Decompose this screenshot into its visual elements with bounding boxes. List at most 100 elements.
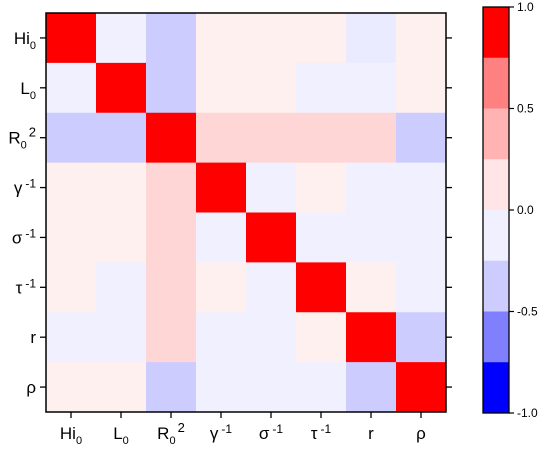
heatmap-cell-1-0: [46, 62, 97, 114]
y-tick-label-4-base: σ: [12, 228, 23, 247]
heatmap-cell-4-2: [146, 212, 197, 263]
heatmap-cell-0-7: [396, 13, 447, 64]
heatmap-cell-6-3: [196, 312, 247, 363]
heatmap-cell-7-1: [96, 362, 147, 413]
colorbar-tick-label-4: -1.0: [517, 406, 538, 420]
colorbar-tick-label-2: 0.0: [517, 203, 534, 217]
heatmap-cell-6-7: [396, 312, 447, 363]
heatmap-cell-5-4: [246, 262, 297, 313]
heatmap-cell-3-2: [146, 162, 197, 213]
colorbar-bin-7: [483, 362, 509, 414]
x-tick-label-2-superscript: 2: [178, 420, 185, 435]
colorbar-bin-0: [483, 7, 509, 59]
colorbar-tick-label-0: 1.0: [517, 0, 534, 14]
heatmap-cells: [46, 13, 447, 413]
heatmap-cell-6-1: [96, 312, 147, 363]
x-axis-tick-labels: Hi0 L0 R02 γ -1 σ -1 τ -1 r ρ: [60, 420, 426, 447]
y-tick-label-5: τ -1: [16, 276, 37, 297]
x-tick-label-1-base: L: [113, 424, 122, 443]
heatmap-cell-1-4: [246, 62, 297, 114]
x-tick-label-3-superscript: -1: [221, 422, 232, 436]
heatmap-cell-2-4: [246, 112, 297, 164]
colorbar-bin-3: [483, 159, 509, 211]
y-tick-label-7-base: ρ: [26, 378, 36, 397]
y-tick-label-0-subscript: 0: [30, 40, 36, 52]
heatmap-cell-3-4: [246, 162, 297, 213]
heatmap-cell-7-7: [396, 362, 447, 413]
heatmap-cell-1-3: [196, 62, 247, 114]
heatmap-cell-1-7: [396, 62, 447, 114]
heatmap-cell-4-4: [246, 212, 297, 263]
y-tick-label-4-superscript: -1: [25, 226, 36, 240]
x-tick-label-0-subscript: 0: [76, 435, 82, 447]
x-tick-label-7-base: ρ: [416, 424, 426, 443]
heatmap-cell-4-1: [96, 212, 147, 263]
heatmap-cell-4-5: [296, 212, 347, 263]
heatmap-cell-1-2: [146, 62, 197, 114]
y-tick-label-2-base: R: [8, 129, 20, 148]
heatmap-cell-3-6: [346, 162, 397, 213]
heatmap-cell-0-0: [46, 13, 97, 64]
x-tick-label-1-subscript: 0: [123, 435, 129, 447]
heatmap-cell-5-3: [196, 262, 247, 313]
colorbar-bin-6: [483, 311, 509, 363]
y-tick-label-0-base: Hi: [14, 29, 30, 48]
heatmap-cell-1-6: [346, 62, 397, 114]
y-tick-label-4: σ -1: [12, 226, 36, 247]
x-tick-label-1: L0: [113, 424, 129, 447]
colorbar-tick-label-3: -0.5: [517, 305, 538, 319]
heatmap-cell-3-5: [296, 162, 347, 213]
heatmap-cell-2-2: [146, 112, 197, 164]
y-tick-label-7: ρ: [26, 378, 36, 397]
y-tick-label-5-superscript: -1: [25, 276, 36, 290]
heatmap-cell-3-3: [196, 162, 247, 213]
x-tick-label-4-base: σ: [259, 424, 270, 443]
heatmap-cell-5-5: [296, 262, 347, 313]
heatmap-cell-2-1: [96, 112, 147, 164]
heatmap-cell-3-7: [396, 162, 447, 213]
heatmap-cell-0-2: [146, 13, 197, 64]
x-tick-label-6: r: [368, 424, 374, 443]
heatmap-cell-2-6: [346, 112, 397, 164]
x-tick-label-4-superscript: -1: [272, 422, 283, 436]
y-tick-label-1-subscript: 0: [30, 90, 36, 102]
heatmap-cell-7-3: [196, 362, 247, 413]
heatmap-cell-2-7: [396, 112, 447, 164]
heatmap-cell-0-5: [296, 13, 347, 64]
x-tick-label-5-base: τ: [311, 424, 318, 443]
heatmap-cell-6-0: [46, 312, 97, 363]
heatmap-cell-7-4: [246, 362, 297, 413]
heatmap-cell-7-2: [146, 362, 197, 413]
heatmap-cell-5-2: [146, 262, 197, 313]
x-tick-label-2: R02: [157, 420, 185, 447]
x-tick-label-2-subscript: 0: [169, 435, 175, 447]
x-tick-label-5-superscript: -1: [321, 422, 332, 436]
heatmap-cell-1-1: [96, 62, 147, 114]
heatmap-cell-0-6: [346, 13, 397, 64]
x-tick-label-3: γ -1: [210, 422, 232, 443]
colorbar-bin-4: [483, 210, 509, 262]
heatmap-cell-6-2: [146, 312, 197, 363]
x-tick-label-0-base: Hi: [60, 424, 76, 443]
x-tick-label-3-base: γ: [210, 424, 219, 443]
heatmap-cell-6-6: [346, 312, 397, 363]
y-tick-label-2: R02: [8, 125, 36, 152]
heatmap-cell-0-3: [196, 13, 247, 64]
heatmap-cell-6-4: [246, 312, 297, 363]
heatmap-cell-0-1: [96, 13, 147, 64]
heatmap-cell-2-0: [46, 112, 97, 164]
colorbar: 1.0 0.5 0.0 -0.5 -1.0: [482, 0, 538, 420]
heatmap-cell-5-7: [396, 262, 447, 313]
x-tick-label-2-base: R: [157, 424, 169, 443]
heatmap-cell-6-5: [296, 312, 347, 363]
y-tick-label-1-base: L: [20, 79, 29, 98]
heatmap-cell-4-6: [346, 212, 397, 263]
colorbar-bin-2: [483, 108, 509, 160]
x-tick-label-0: Hi0: [60, 424, 82, 447]
y-tick-label-2-subscript: 0: [21, 140, 27, 152]
heatmap-cell-4-7: [396, 212, 447, 263]
y-tick-label-2-superscript: 2: [29, 125, 36, 140]
heatmap-cell-7-6: [346, 362, 397, 413]
